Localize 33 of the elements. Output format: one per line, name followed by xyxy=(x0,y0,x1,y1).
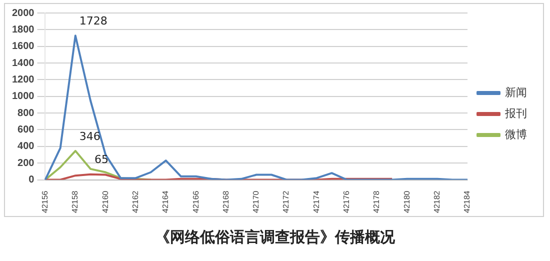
x-tick-label: 42172 xyxy=(282,190,291,214)
y-tick-label: 800 xyxy=(18,108,35,119)
text: 《网络低俗语言调查报告》传播概况 xyxy=(154,228,396,247)
x-tick-label: 42162 xyxy=(130,190,140,214)
x-tick-label: 42174 xyxy=(312,190,321,214)
data-label: 1728 xyxy=(79,14,108,28)
x-tick-label: 42182 xyxy=(432,190,442,214)
y-tick-label: 600 xyxy=(18,124,35,136)
y-tick-label: 1600 xyxy=(12,41,35,52)
data-label: 346 xyxy=(79,130,100,143)
y-tick-label: 400 xyxy=(18,141,35,152)
x-tick-label: 42158 xyxy=(70,190,80,214)
x-tick-label: 42176 xyxy=(342,190,352,214)
y-tick-label: 0 xyxy=(28,174,35,186)
y-tick-label: 2000 xyxy=(12,8,35,19)
legend-label: 微博 xyxy=(505,128,527,142)
y-tick-label: 1400 xyxy=(12,58,35,69)
legend-label: 新闻 xyxy=(505,86,527,100)
y-tick-label: 1000 xyxy=(12,91,35,102)
x-tick-label: 42184 xyxy=(462,190,472,214)
y-tick-label: 200 xyxy=(18,158,35,169)
y-tick-label: 1200 xyxy=(12,74,35,86)
x-tick-label: 42164 xyxy=(161,190,170,214)
x-tick-label: 42160 xyxy=(100,190,110,214)
x-tick-label: 42178 xyxy=(372,190,382,214)
x-tick-label: 42170 xyxy=(252,190,261,214)
data-label: 65 xyxy=(94,153,108,166)
x-tick-label: 42180 xyxy=(402,190,412,214)
x-tick-label: 42168 xyxy=(221,190,230,214)
y-tick-label: 1800 xyxy=(12,24,35,36)
legend-label: 报刊 xyxy=(504,108,527,120)
x-tick-label: 42166 xyxy=(191,190,200,214)
x-tick-label: 42156 xyxy=(40,190,50,214)
